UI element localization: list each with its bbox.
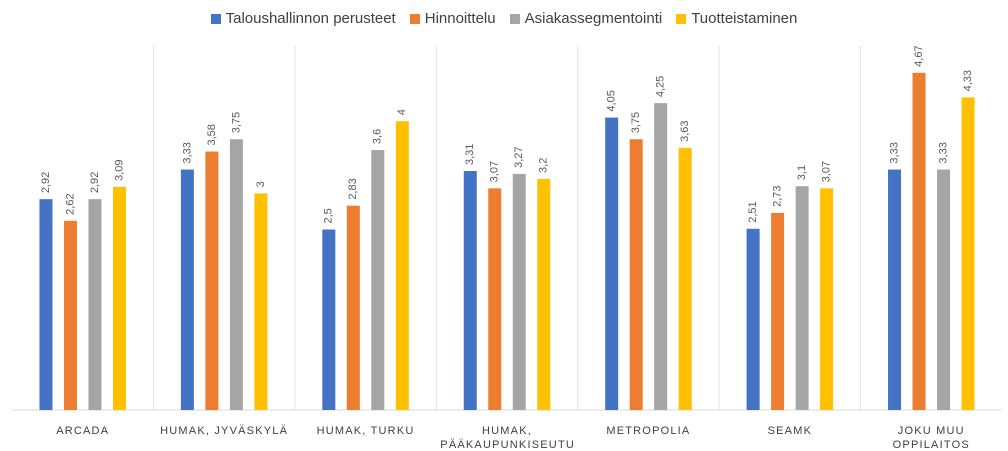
value-label: 4,05 (606, 90, 618, 111)
bar (771, 212, 785, 410)
bar (937, 169, 951, 410)
bar (888, 169, 902, 410)
legend-swatch (210, 13, 221, 24)
bar (488, 188, 502, 410)
value-label: 3,07 (489, 161, 501, 182)
value-label: 3,31 (464, 144, 476, 165)
bar (254, 193, 268, 410)
value-label: 3,09 (113, 159, 125, 180)
value-label: 2,92 (40, 172, 52, 193)
bar (63, 220, 77, 410)
bar (463, 171, 477, 410)
x-tick-label: SEAMK (767, 425, 813, 437)
bar (795, 186, 809, 410)
bar (537, 178, 551, 410)
bar (229, 139, 243, 410)
x-tick-label: HUMAK, PÄÄKAUPUNKISEUTU (440, 425, 576, 451)
x-tick-label: HUMAK, JYVÄSKYLÄ (160, 425, 289, 437)
value-label: 3,27 (513, 146, 525, 167)
legend-item: Asiakassegmentointi (509, 10, 663, 27)
bar (961, 97, 975, 411)
value-label: 3,2 (538, 158, 550, 173)
bar (678, 147, 692, 410)
value-label: 2,5 (323, 208, 335, 223)
bar (912, 72, 926, 411)
bar (205, 151, 219, 411)
value-label: 2,62 (64, 193, 76, 214)
value-label: 3,33 (181, 142, 193, 163)
value-label: 3,75 (230, 112, 242, 133)
value-label: 2,51 (747, 201, 759, 222)
legend-item: Taloushallinnon perusteet (210, 10, 396, 27)
bar (88, 199, 102, 410)
legend: Taloushallinnon perusteet Hinnoittelu Asia… (0, 10, 1008, 27)
x-tick-label: HUMAK, TURKU (316, 425, 415, 437)
value-label: 3,1 (796, 165, 808, 180)
bar (820, 188, 834, 410)
value-label: 4 (396, 109, 408, 115)
bar (39, 199, 53, 410)
value-label: 4,33 (962, 70, 974, 91)
bar (746, 228, 760, 410)
bar (322, 229, 336, 410)
x-tick-label: JOKU MUU OPPILAITOS (892, 425, 970, 451)
value-label: 3,33 (888, 142, 900, 163)
legend-label: Taloushallinnon perusteet (225, 10, 396, 27)
legend-item: Hinnoittelu (409, 10, 496, 27)
bar (112, 186, 126, 410)
value-label: 4,25 (655, 76, 667, 97)
value-label: 3,07 (821, 161, 833, 182)
bar (371, 150, 385, 410)
value-label: 3,6 (372, 129, 384, 144)
value-label: 4,67 (913, 45, 925, 66)
legend-swatch (409, 13, 420, 24)
bar (654, 103, 668, 411)
bar (512, 173, 526, 410)
legend-label: Hinnoittelu (424, 10, 496, 27)
legend-label: Asiakassegmentointi (524, 10, 663, 27)
legend-swatch (676, 13, 687, 24)
bar (629, 139, 643, 410)
legend-label: Tuotteistaminen (691, 10, 798, 27)
bar (395, 121, 409, 410)
value-label: 3,58 (206, 124, 218, 145)
value-label: 3,75 (630, 112, 642, 133)
legend-swatch (509, 13, 520, 24)
value-label: 3,63 (679, 120, 691, 141)
bar (180, 169, 194, 410)
value-label: 3 (255, 181, 267, 187)
bar (346, 205, 360, 410)
legend-item: Tuotteistaminen (676, 10, 797, 27)
value-label: 2,92 (89, 172, 101, 193)
value-label: 2,73 (772, 185, 784, 206)
bar (605, 117, 619, 410)
value-label: 2,83 (347, 178, 359, 199)
x-tick-label: METROPOLIA (606, 425, 691, 437)
value-label: 3,33 (937, 142, 949, 163)
x-tick-label: ARCADA (56, 425, 110, 437)
